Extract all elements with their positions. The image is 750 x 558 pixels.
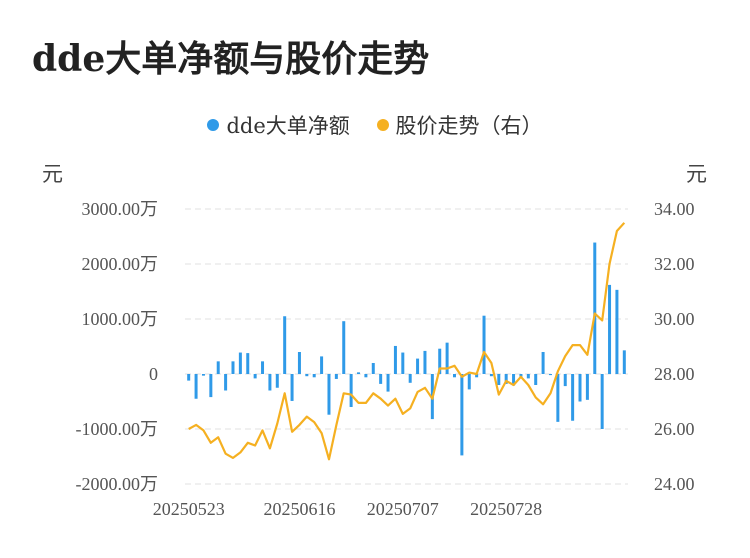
dde-bar: [519, 374, 523, 377]
chart-title: dde大单净额与股价走势: [32, 38, 430, 80]
dde-bar: [357, 372, 361, 374]
dde-bar: [312, 374, 316, 378]
dde-bar: [504, 374, 508, 384]
dde-bar: [305, 374, 309, 377]
dde-bar: [622, 350, 626, 374]
dde-bar: [349, 374, 353, 407]
dde-bar: [320, 356, 324, 374]
dde-bar: [283, 316, 287, 374]
dde-bar: [334, 374, 338, 379]
dde-bar: [238, 352, 242, 374]
dde-bar: [497, 374, 501, 385]
dde-bar: [489, 374, 493, 377]
dde-bar: [253, 374, 257, 379]
left-axis-tick-label: 3000.00万: [82, 199, 159, 219]
legend-dot-blue-icon: [207, 119, 220, 131]
dde-bar: [224, 374, 228, 391]
dde-bar: [342, 321, 346, 374]
dde-bar: [512, 374, 516, 386]
dde-bar: [393, 345, 397, 374]
dde-bar: [209, 374, 213, 398]
dde-bar: [297, 352, 301, 374]
dde-bar: [534, 374, 538, 385]
dde-bar: [401, 352, 405, 374]
legend: dde大单净额 股价走势（右）: [0, 110, 750, 140]
dde-bar: [386, 374, 390, 392]
dde-bar: [608, 284, 612, 374]
right-axis-tick-label: 24.00: [654, 474, 695, 494]
dde-bar: [600, 374, 604, 429]
dde-bar: [482, 315, 486, 374]
dde-bar: [231, 361, 235, 374]
left-axis-tick-label: 1000.00万: [82, 309, 159, 329]
dde-bar: [216, 361, 220, 374]
right-axis-tick-label: 34.00: [654, 199, 695, 219]
dde-bar: [563, 374, 567, 387]
dde-bar: [548, 374, 552, 376]
dde-bar: [460, 374, 464, 456]
dde-bar: [467, 374, 471, 390]
dde-bar: [571, 374, 575, 421]
dde-bar: [475, 374, 479, 378]
x-axis-tick-label: 20250707: [367, 499, 439, 519]
price-line: [188, 222, 626, 461]
dde-bar: [327, 374, 331, 415]
right-axis-tick-label: 26.00: [654, 419, 695, 439]
legend-label-dde: dde大单净额: [226, 114, 350, 138]
dde-bar: [364, 374, 368, 378]
left-axis-unit: 元: [42, 162, 63, 186]
x-axis-tick-label: 20250616: [263, 499, 335, 519]
dde-bar: [438, 348, 442, 374]
legend-dot-orange-icon: [376, 119, 389, 131]
dde-bar: [593, 242, 597, 374]
right-axis-unit: 元: [686, 162, 707, 186]
left-axis-tick-label: 0: [149, 364, 158, 384]
dde-bar: [541, 352, 545, 374]
dde-bar: [445, 342, 449, 374]
legend-label-price: 股价走势（右）: [395, 114, 543, 138]
dde-bar: [585, 374, 589, 400]
x-axis-tick-label: 20250728: [470, 499, 542, 519]
dde-bar: [261, 361, 265, 374]
dde-bar: [452, 374, 456, 378]
left-axis-tick-label: -2000.00万: [76, 474, 159, 494]
dde-bar: [379, 374, 383, 384]
dde-bar: [201, 374, 205, 376]
dde-bar: [275, 374, 279, 388]
x-axis-tick-label: 20250523: [153, 499, 225, 519]
dde-bar: [246, 353, 250, 374]
legend-item-dde[interactable]: dde大单净额: [207, 110, 350, 140]
dde-bar: [194, 374, 198, 399]
dde-bar: [556, 374, 560, 422]
right-axis-tick-label: 30.00: [654, 309, 695, 329]
left-axis-tick-label: -1000.00万: [76, 419, 159, 439]
dde-bar: [615, 289, 619, 374]
right-axis-tick-label: 28.00: [654, 364, 695, 384]
dde-bar: [578, 374, 582, 402]
legend-item-price[interactable]: 股价走势（右）: [376, 110, 543, 140]
left-axis-tick-label: 2000.00万: [82, 254, 159, 274]
dde-bar: [408, 374, 412, 383]
right-axis-tick-label: 32.00: [654, 254, 695, 274]
dde-bar: [416, 358, 420, 374]
dde-bar: [268, 374, 272, 391]
dde-bar: [423, 350, 427, 374]
dde-bar: [187, 374, 191, 381]
dde-bar: [290, 374, 294, 401]
dde-bar: [526, 374, 530, 379]
dde-bar: [371, 363, 375, 374]
